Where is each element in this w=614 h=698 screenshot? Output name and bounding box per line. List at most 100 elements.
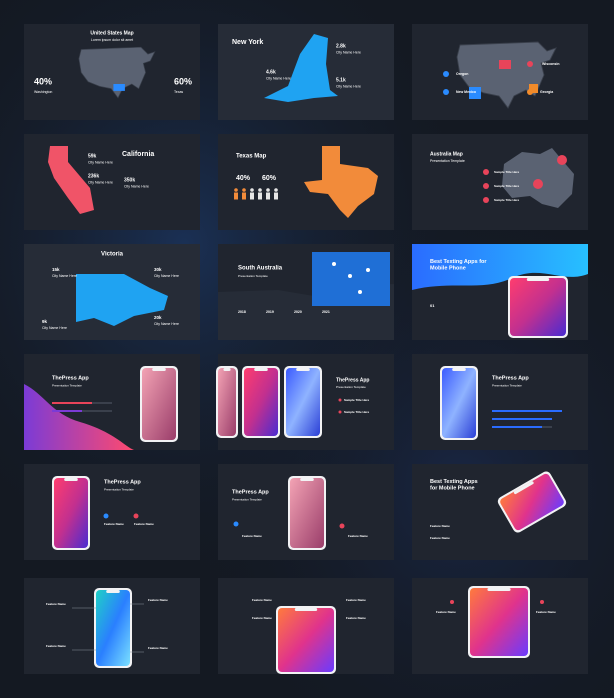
- phone: [468, 586, 530, 658]
- slide-label: Feature Name: [46, 644, 66, 648]
- slide-background: [412, 354, 588, 450]
- phone-screen: [500, 473, 564, 531]
- slide: ThePress App Presentation Template Feature…: [24, 464, 200, 560]
- slide: Australia Map Presentation Template Sample…: [412, 134, 588, 230]
- phone: [52, 476, 90, 550]
- map-highlight: [113, 84, 125, 91]
- bar-fill: [492, 426, 542, 428]
- slide-label: Feature Name: [536, 610, 556, 614]
- stat-label: City Name Here: [266, 76, 291, 80]
- slide: Feature Name Feature Name Feature Name Feat…: [218, 578, 394, 674]
- slide-label: Feature Name: [252, 616, 272, 620]
- phone-notch: [254, 368, 268, 371]
- slide-label: Feature Name: [346, 598, 366, 602]
- phone-notch: [64, 478, 78, 481]
- slide-title: Best Texting Apps for Mobile Phone: [430, 259, 487, 272]
- stat-label: City Name Here: [124, 184, 149, 188]
- map-highlight: [529, 84, 538, 93]
- slide-label: Feature Name: [348, 534, 368, 538]
- slide-title: ThePress App: [104, 479, 141, 485]
- stat-label: City Name Here: [88, 160, 113, 164]
- slide-subtitle: Presentation Template: [238, 274, 268, 278]
- slide: ThePress App Presentation Template: [24, 354, 200, 450]
- person-head: [242, 188, 246, 192]
- phone-screen: [470, 588, 528, 656]
- slide-background: [412, 464, 588, 560]
- person-body: [274, 192, 278, 200]
- slide-title: ThePress App: [232, 489, 269, 495]
- bar-fill: [492, 418, 552, 420]
- slide-label: Feature Name: [104, 522, 124, 526]
- icon-dot: [527, 61, 533, 67]
- phone-notch: [487, 588, 511, 591]
- slide-label: Feature Name: [148, 598, 168, 602]
- stat-label: City Name Here: [336, 84, 361, 88]
- icon-dot: [366, 268, 370, 272]
- slide: Best Texting Apps for Mobile Phone Feature…: [412, 464, 588, 560]
- slide: ThePress App Presentation Template: [412, 354, 588, 450]
- slide-label: 2019: [266, 310, 274, 314]
- stat-value: 60%: [174, 76, 192, 86]
- icon-dot: [540, 600, 544, 604]
- icon-dot: [557, 155, 567, 165]
- slide-label: Sample Title Here: [494, 198, 519, 202]
- slide-title: South Australia: [238, 266, 283, 272]
- person-head: [274, 188, 278, 192]
- map-highlight: [312, 252, 390, 306]
- stat-value: 9k: [42, 319, 48, 324]
- slide-label: Sample Title Here: [494, 184, 519, 188]
- slide-title: Texas Map: [236, 154, 267, 160]
- map-highlight: [499, 60, 511, 69]
- person-body: [234, 192, 238, 200]
- slide-background: [24, 464, 200, 560]
- phone: [288, 476, 326, 550]
- phone-screen: [442, 368, 476, 438]
- slide-title: ThePress App: [336, 377, 369, 383]
- icon-dot: [358, 290, 362, 294]
- icon-dot: [527, 89, 533, 95]
- person-body: [250, 192, 254, 200]
- bar-fill: [492, 410, 562, 412]
- slide: Texas Map 40% 60%: [218, 134, 394, 230]
- slide-label: Feature Name: [436, 610, 456, 614]
- stat-value: 15k: [52, 267, 60, 272]
- slide-title: United States Map: [90, 30, 133, 36]
- map-highlight: [469, 87, 481, 99]
- phone-screen: [54, 478, 88, 548]
- slide-subtitle: Presentation Template: [430, 159, 465, 163]
- icon-dot: [339, 523, 345, 529]
- slide-label: Wisconsin: [542, 62, 559, 66]
- slide-label: Feature Name: [242, 534, 262, 538]
- slide-title: Best Texting Apps for Mobile Phone: [430, 479, 478, 492]
- phone-notch: [300, 478, 314, 481]
- slide-subtitle: Presentation Template: [492, 383, 522, 387]
- icon-dot: [483, 197, 489, 203]
- stat-label: City Name Here: [154, 322, 179, 326]
- stat-value: 2.8k: [336, 43, 346, 49]
- icon-dot: [103, 513, 109, 519]
- person-body: [242, 192, 246, 200]
- slide-label: 2020: [294, 310, 302, 314]
- slide: Best Texting Apps for Mobile Phone 01: [412, 244, 588, 340]
- slide-label: 2018: [238, 310, 246, 314]
- slide-title: Australia Map: [430, 151, 463, 157]
- slide: ThePress App Presentation Template Feature…: [218, 464, 394, 560]
- phone-screen: [278, 608, 334, 672]
- phone: [440, 366, 478, 440]
- phone: [497, 471, 567, 533]
- slide: Oregon Wisconsin New Mexico Georgia: [412, 24, 588, 120]
- stat-label: City Name Here: [42, 326, 67, 330]
- slide-subtitle: Lorem ipsum dolor sit amet: [91, 38, 133, 42]
- icon-dot: [338, 410, 342, 414]
- stat-label: City Name Here: [52, 274, 77, 278]
- icon-dot: [338, 398, 342, 402]
- slide-label: Sample Title Here: [344, 410, 369, 414]
- stat-value: 40%: [236, 175, 251, 182]
- phone-notch: [513, 481, 534, 495]
- slide-label: Feature Name: [148, 646, 168, 650]
- slide-label: Sample Title Here: [344, 398, 369, 402]
- stat-label: City Name Here: [336, 50, 361, 54]
- stat-value: 350k: [124, 177, 135, 183]
- phone: [94, 588, 132, 668]
